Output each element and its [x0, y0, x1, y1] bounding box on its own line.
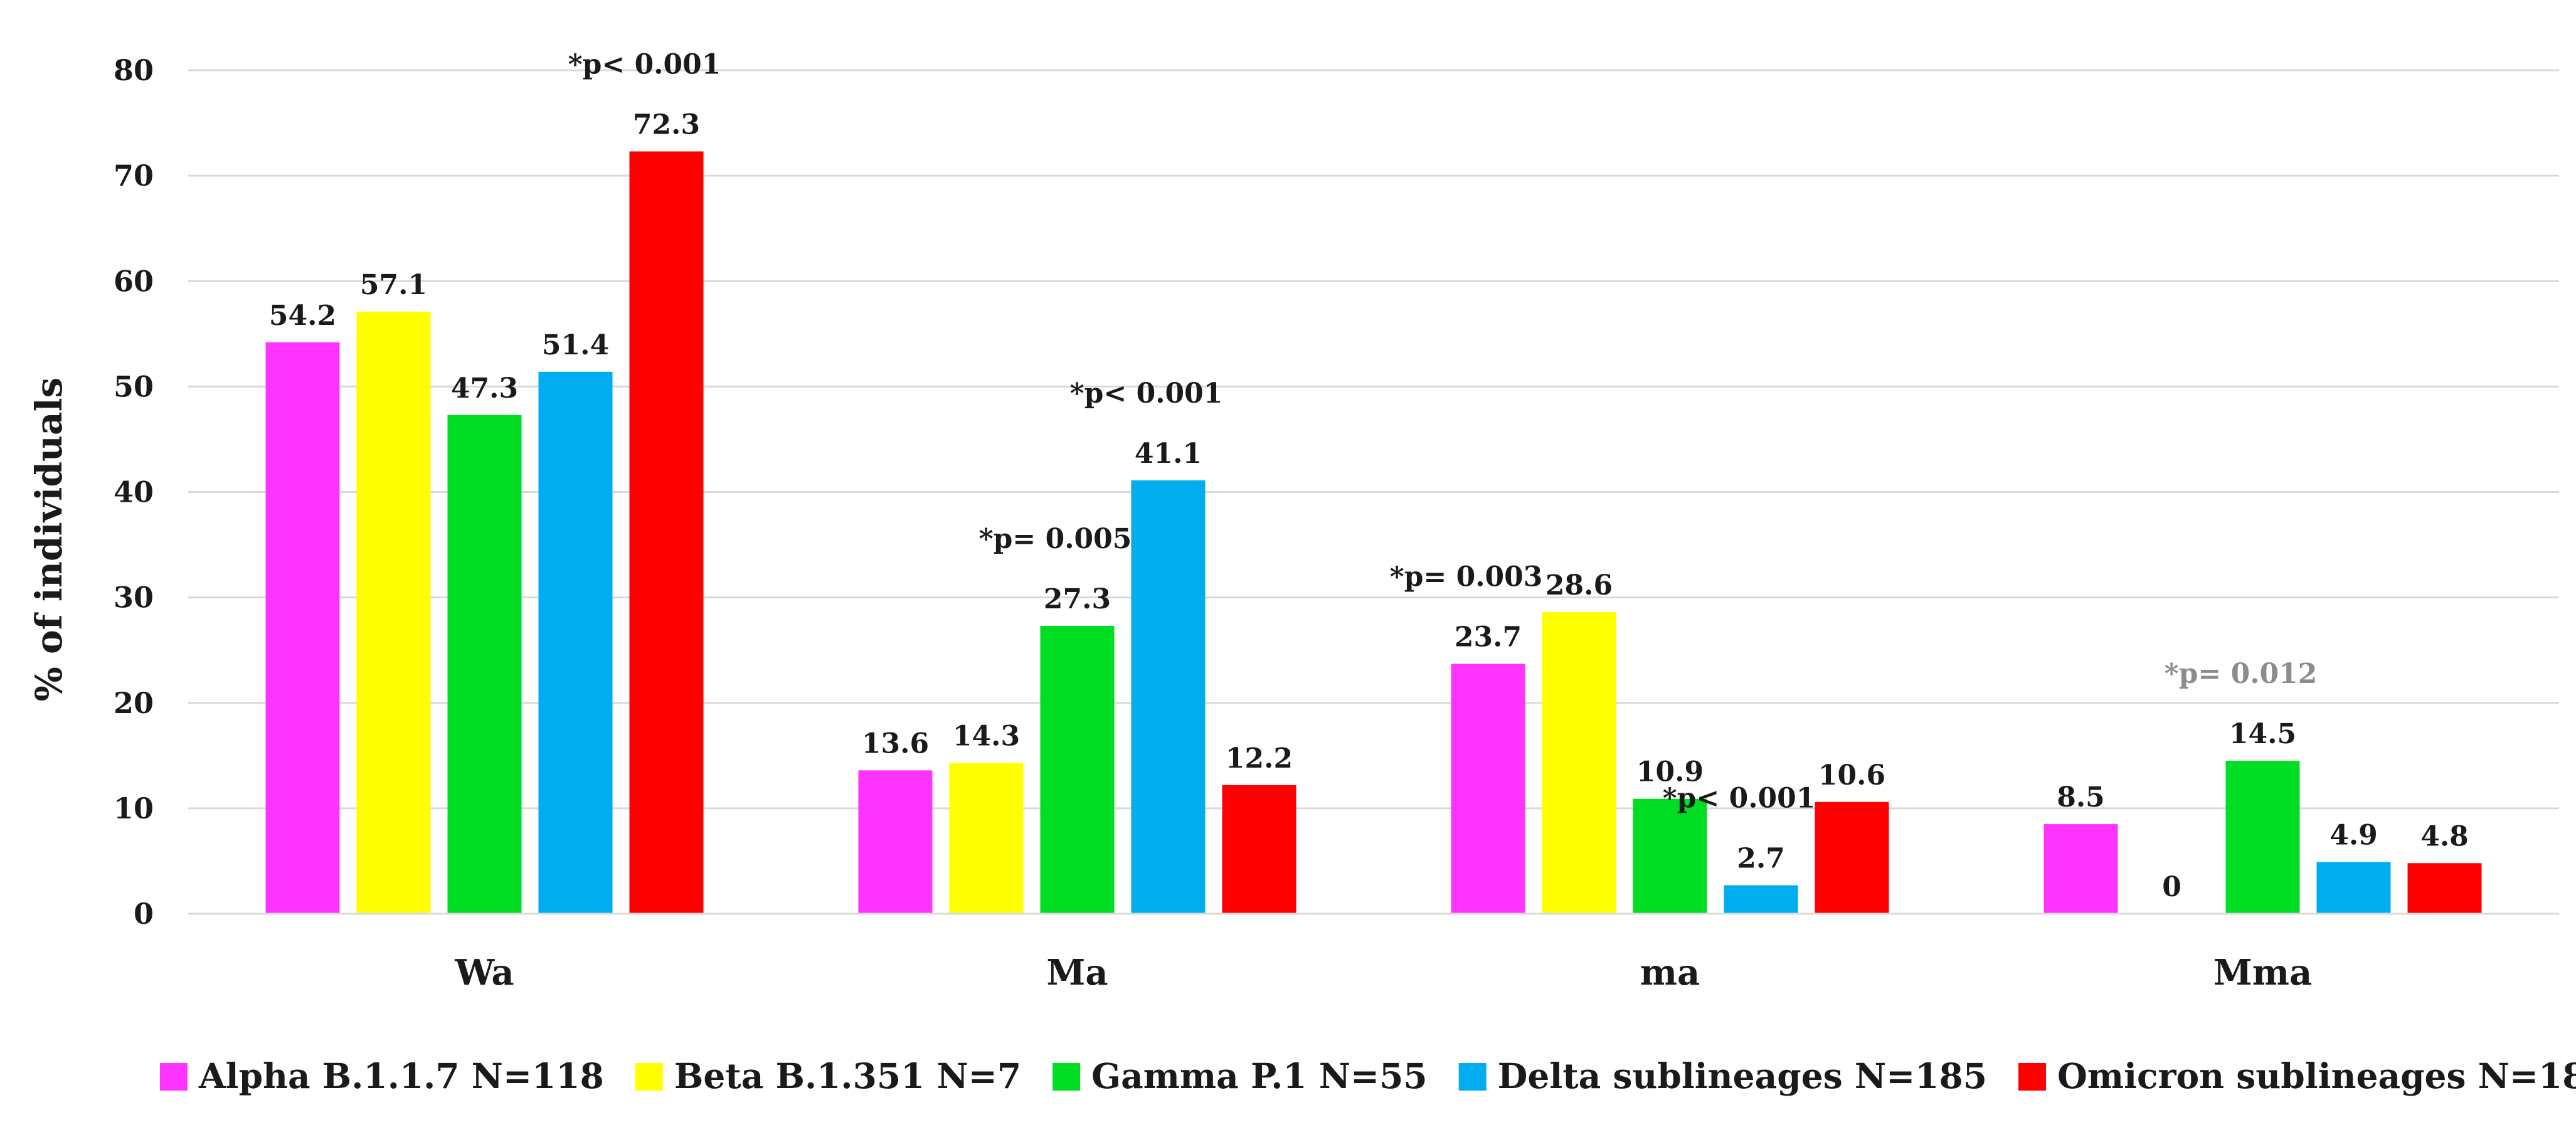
y-tick-label: 10	[114, 791, 154, 825]
bar	[2316, 862, 2391, 914]
y-axis-title: % of individuals	[28, 378, 70, 702]
bar	[1815, 801, 1889, 914]
p-value-annotation: *p< 0.001	[568, 48, 721, 80]
data-label: 4.8	[2420, 820, 2469, 852]
bar	[949, 763, 1024, 914]
y-axis: 0 10 20 30 40 50 60 70 80	[114, 53, 154, 931]
x-axis: Wa Ma ma Mma	[188, 912, 2559, 993]
bar	[265, 342, 340, 914]
bar	[2225, 761, 2300, 914]
y-tick-label: 20	[114, 686, 154, 720]
x-category-label: ma	[1640, 952, 1700, 993]
y-tick-label: 40	[114, 475, 154, 509]
data-label: 13.6	[862, 727, 929, 759]
data-label: 23.7	[1455, 621, 1522, 653]
legend-label: Omicron sublineages N=188	[2057, 1055, 2576, 1096]
data-label: 12.2	[1226, 743, 1293, 775]
y-tick-label: 50	[114, 369, 154, 403]
data-label: 41.1	[1135, 438, 1202, 470]
data-label: 10.9	[1636, 756, 1704, 788]
legend-swatch	[1052, 1063, 1081, 1091]
p-value-annotation: *p< 0.001	[1070, 378, 1223, 410]
data-label: 28.6	[1545, 569, 1613, 601]
legend-label: Beta B.1.351 N=7	[674, 1055, 1021, 1096]
y-tick-label: 80	[114, 53, 154, 87]
legend-label: Gamma P.1 N=55	[1091, 1055, 1428, 1096]
data-label: 8.5	[2057, 781, 2105, 813]
legend-item: Beta B.1.351 N=7	[635, 1055, 1021, 1096]
bar	[1542, 612, 1616, 914]
data-labels: 54.2 13.6 23.7 8.5 57.1 14.3 28.6 0 47.3 27.3 10.9…	[269, 108, 2469, 903]
data-label: 72.3	[633, 108, 700, 140]
y-tick-label: 70	[114, 159, 154, 193]
data-label: 47.3	[451, 373, 518, 405]
y-tick-label: 30	[114, 581, 154, 615]
bar	[2407, 863, 2482, 914]
data-label: 4.9	[2330, 820, 2378, 852]
data-label: 10.6	[1818, 759, 1885, 791]
x-category-label: Ma	[1046, 952, 1108, 993]
y-tick-label: 60	[114, 264, 154, 298]
legend-item: Alpha B.1.1.7 N=118	[160, 1055, 604, 1096]
bar	[1222, 785, 1296, 914]
data-label: 54.2	[269, 300, 336, 332]
data-label: 51.4	[542, 329, 609, 361]
legend-swatch	[635, 1063, 663, 1091]
bar	[1633, 798, 1707, 914]
legend: Alpha B.1.1.7 N=118 Beta B.1.351 N=7 Gamma…	[160, 1055, 2576, 1096]
legend-item: Omicron sublineages N=188	[2018, 1055, 2576, 1096]
data-label: 27.3	[1044, 583, 1111, 615]
significance-annotations: *p< 0.001 *p= 0.005 *p< 0.001 *p= 0.003 *p< …	[568, 48, 2318, 814]
legend-label: Alpha B.1.1.7 N=118	[198, 1055, 604, 1096]
x-category-label: Mma	[2213, 952, 2313, 993]
bar	[447, 415, 522, 914]
legend-label: Delta sublineages N=185	[1498, 1055, 1987, 1096]
legend-item: Delta sublineages N=185	[1458, 1055, 1987, 1096]
p-value-annotation: *p= 0.003	[1390, 561, 1543, 593]
bar	[1451, 664, 1525, 914]
bar	[2043, 824, 2118, 914]
bar	[1131, 480, 1206, 914]
p-value-annotation: *p= 0.012	[2165, 658, 2318, 690]
data-label: 57.1	[360, 269, 427, 301]
data-label: 2.7	[1737, 843, 1785, 875]
legend-item: Gamma P.1 N=55	[1052, 1055, 1428, 1096]
p-value-annotation: *p= 0.005	[979, 523, 1132, 555]
bar	[629, 151, 704, 914]
data-label: 14.3	[953, 721, 1020, 753]
bar	[356, 312, 431, 914]
bar	[858, 770, 933, 914]
bar-series	[265, 151, 2482, 914]
legend-swatch	[1458, 1063, 1487, 1091]
legend-swatch	[2018, 1063, 2046, 1091]
y-tick-label: 0	[134, 897, 154, 931]
x-category-label: Wa	[454, 952, 514, 993]
bar	[1040, 626, 1115, 914]
bar	[538, 371, 613, 914]
legend-swatch	[160, 1063, 188, 1091]
p-value-annotation: *p< 0.001	[1663, 783, 1816, 815]
bar	[1724, 885, 1798, 914]
data-label: 0	[2162, 871, 2181, 903]
data-label: 14.5	[2229, 718, 2296, 750]
